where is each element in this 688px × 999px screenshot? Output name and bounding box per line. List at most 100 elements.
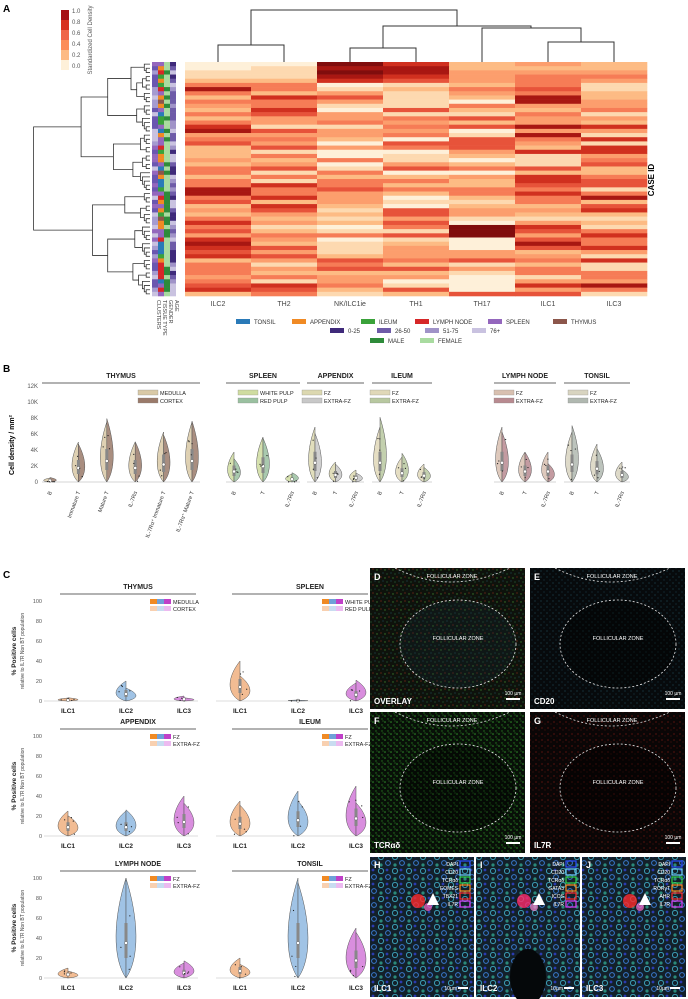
heatmap-cell <box>449 266 516 272</box>
age-cell <box>170 250 176 255</box>
group-title: THYMUS <box>106 373 136 380</box>
heatmap-cell <box>185 195 252 201</box>
gender-cell <box>164 258 170 263</box>
gender-cell <box>164 149 170 155</box>
heatmap-cell <box>449 124 516 130</box>
y-tick: 80 <box>36 896 42 902</box>
violin-median <box>133 466 137 470</box>
violin-point <box>547 458 549 460</box>
heatmap-cell <box>449 120 516 125</box>
colorbar-tick: 0.0 <box>72 64 81 70</box>
x-tick-label: ILC3 <box>177 985 191 992</box>
heatmap-cell <box>449 170 516 176</box>
violin-point <box>294 975 296 978</box>
violin-point <box>63 973 66 975</box>
legend-swatch <box>329 599 336 604</box>
legend-swatch <box>567 389 589 396</box>
dendrogram-branch <box>132 161 143 178</box>
heatmap-cell <box>317 74 384 80</box>
heatmap-cell <box>515 254 582 259</box>
violin-point <box>597 477 599 479</box>
tissue-cell <box>158 275 164 280</box>
legend-swatch <box>150 883 157 888</box>
violin-point <box>332 472 334 474</box>
heatmap-cell <box>317 245 384 251</box>
heatmap-cell <box>185 107 252 113</box>
heatmap-column-label: ILC3 <box>607 301 622 308</box>
dendrogram-branch <box>124 196 145 214</box>
panel-b-groups: THYMUS MEDULLA CORTEX B Immature T Mature T IL… <box>42 373 630 539</box>
heatmap-cell <box>515 74 582 80</box>
violin-point <box>187 972 189 974</box>
case-id-label: CASE ID <box>647 164 656 197</box>
dendrogram-branch <box>143 285 150 293</box>
violin-point <box>545 464 547 467</box>
panel-letter: D <box>374 572 381 582</box>
dendrogram-branch <box>143 230 150 238</box>
heatmap-cell <box>515 66 582 71</box>
legend-label: ILEUM <box>379 320 397 326</box>
heatmap-column-label: ILC2 <box>211 301 226 308</box>
tissue-cell <box>158 204 164 209</box>
violin-point <box>234 818 236 820</box>
age-cell <box>170 166 176 171</box>
cluster-cell <box>152 199 158 205</box>
age-cell <box>170 66 176 71</box>
violin-point <box>296 699 298 701</box>
heatmap-cell <box>251 82 318 88</box>
heatmap-cell <box>383 99 450 105</box>
heatmap-cell <box>515 291 582 297</box>
dendrogram-branch <box>143 260 150 268</box>
heatmap-cell <box>581 287 648 293</box>
heatmap-cell <box>317 149 384 155</box>
violin-half <box>355 931 367 979</box>
y-label-sub: relative to IL7R Non BT population <box>20 748 26 825</box>
heatmap-cells <box>185 62 648 297</box>
gender-cell <box>164 287 170 293</box>
age-cell <box>170 204 176 209</box>
violin-point <box>349 700 352 702</box>
violin-point <box>377 437 379 440</box>
cluster-cell <box>152 133 158 138</box>
violin-point <box>63 971 65 973</box>
violin-half <box>287 877 299 979</box>
heatmap-cell <box>185 124 252 130</box>
heatmap-cell <box>581 82 648 88</box>
heatmap-cell <box>383 62 450 67</box>
heatmap-cell <box>581 241 648 247</box>
scale-bar <box>666 698 680 700</box>
dendrogram-branch <box>142 226 150 235</box>
heatmap-cell <box>185 66 252 71</box>
group-title: SPLEEN <box>249 373 277 380</box>
violin-point <box>165 451 167 454</box>
violin-half <box>125 878 137 979</box>
violin-point <box>244 973 247 975</box>
age-cell <box>170 74 176 80</box>
dendrogram-branch <box>140 137 147 151</box>
heatmap-cell <box>383 279 450 284</box>
heatmap-cell <box>449 107 516 113</box>
age-cell <box>170 220 176 226</box>
marker-swatch <box>459 860 471 868</box>
heatmap-cell <box>515 162 582 167</box>
tissue-cell <box>158 158 164 163</box>
zone-label: FOLLICULAR ZONE <box>427 574 478 580</box>
violin-median <box>105 459 109 463</box>
violin-point <box>420 476 422 478</box>
marker-swatch <box>565 884 577 892</box>
violin-half <box>417 463 425 483</box>
heatmap-cell <box>383 133 450 138</box>
heatmap-cell <box>383 158 450 163</box>
legend-swatch <box>150 599 157 604</box>
heatmap-cell <box>581 95 648 100</box>
heatmap-cell <box>449 141 516 146</box>
heatmap-cell <box>515 82 582 88</box>
heatmap-cell <box>185 74 252 80</box>
violin-half <box>596 447 604 483</box>
legend-label: MEDULLA <box>173 600 199 606</box>
marker-swatch <box>671 868 683 876</box>
violin-point <box>295 965 297 968</box>
heatmap-cell <box>581 262 648 268</box>
dendrogram-branch <box>107 238 135 273</box>
violin-point <box>315 457 317 459</box>
